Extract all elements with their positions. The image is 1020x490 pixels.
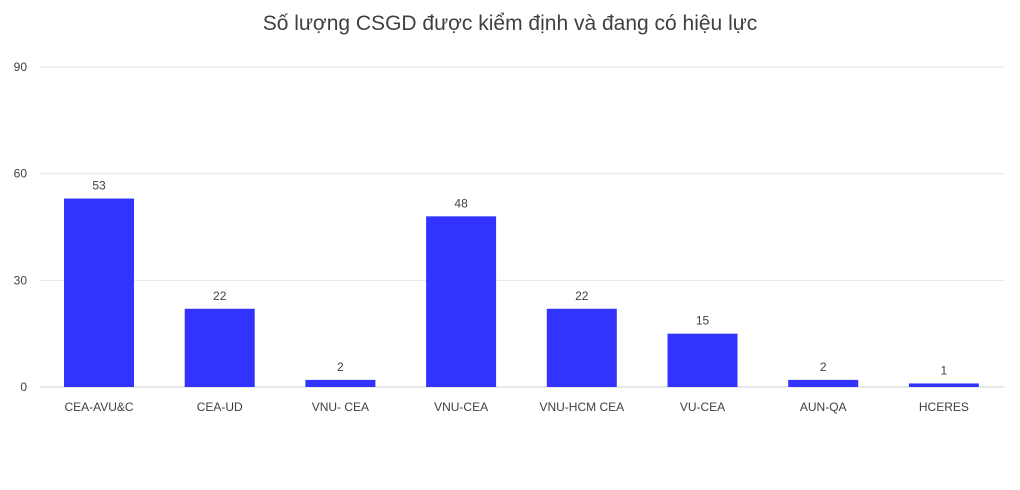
y-tick-label: 60 [14,167,28,181]
bar [788,379,859,387]
bar [64,198,134,387]
y-tick-label: 90 [14,60,28,74]
data-label: 15 [696,314,710,328]
y-tick-label: 0 [20,380,27,394]
x-category-label: HCERES [919,400,969,414]
x-category-label: AUN-QA [800,400,847,414]
bar [908,383,979,387]
data-label: 53 [92,179,106,193]
bar [667,333,738,387]
data-label: 22 [213,289,227,303]
bar [305,379,376,387]
data-label: 48 [454,196,468,210]
data-label: 2 [337,360,344,374]
data-label: 22 [575,289,589,303]
x-category-label: VNU-CEA [434,400,488,414]
bars [64,198,979,387]
data-label: 1 [941,363,948,377]
x-category-label: VU-CEA [680,400,725,414]
x-category-label: CEA-AVU&C [64,400,133,414]
y-axis-ticks: 0 30 60 90 [14,60,28,394]
x-category-label: CEA-UD [197,400,243,414]
x-axis-categories: CEA-AVU&C CEA-UD VNU- CEA VNU-CEA VNU-HCM CE… [64,400,968,414]
chart-title: Số lượng CSGD được kiểm định và đang có … [262,12,758,35]
x-category-label: VNU- CEA [312,400,369,414]
bar [546,308,617,387]
x-category-label: VNU-HCM CEA [539,400,624,414]
bar [426,216,497,387]
y-tick-label: 30 [14,273,28,287]
gridlines [40,66,1004,388]
data-label: 2 [820,360,827,374]
bar [184,308,255,387]
